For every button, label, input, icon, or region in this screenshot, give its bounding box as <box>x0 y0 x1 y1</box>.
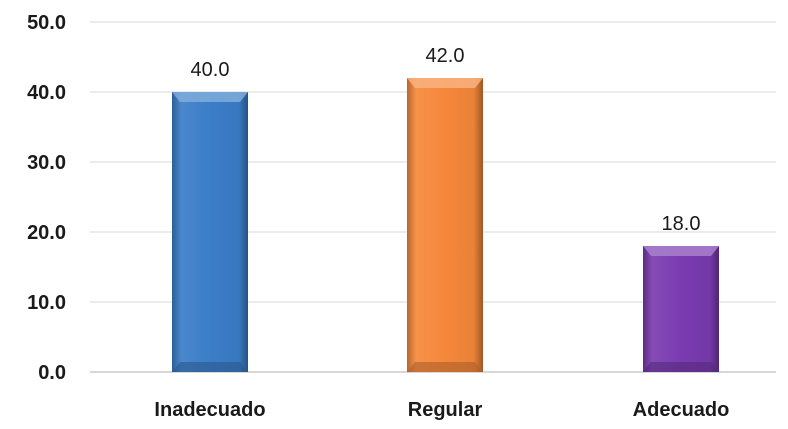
y-tick-label: 20.0 <box>27 222 66 244</box>
bar-top-bevel <box>407 78 483 88</box>
data-label: 18.0 <box>662 213 701 235</box>
bar-bottom-bevel <box>407 362 483 372</box>
y-tick-label: 50.0 <box>27 12 66 34</box>
y-tick-label: 30.0 <box>27 152 66 174</box>
bar <box>643 246 719 372</box>
data-label: 40.0 <box>191 59 230 81</box>
y-axis-ticks: 0.0 10.0 20.0 30.0 40.0 50.0 <box>27 12 66 384</box>
x-axis-ticks: Inadecuado Regular Adecuado <box>154 399 729 421</box>
bar-group <box>643 246 719 372</box>
y-tick-label: 40.0 <box>27 82 66 104</box>
bar-bottom-bevel <box>643 362 719 372</box>
bar-bottom-bevel <box>172 362 248 372</box>
x-tick-label: Inadecuado <box>154 399 265 421</box>
bar-group <box>407 78 483 372</box>
bars <box>172 78 719 372</box>
bar-top-bevel <box>172 92 248 102</box>
bar <box>172 92 248 372</box>
data-label: 42.0 <box>426 45 465 67</box>
y-tick-label: 0.0 <box>38 362 66 384</box>
x-tick-label: Adecuado <box>633 399 730 421</box>
bar-group <box>172 92 248 372</box>
bar <box>407 78 483 372</box>
data-labels: 40.0 42.0 18.0 <box>191 45 701 235</box>
x-tick-label: Regular <box>408 399 483 421</box>
y-tick-label: 10.0 <box>27 292 66 314</box>
bar-top-bevel <box>643 246 719 256</box>
